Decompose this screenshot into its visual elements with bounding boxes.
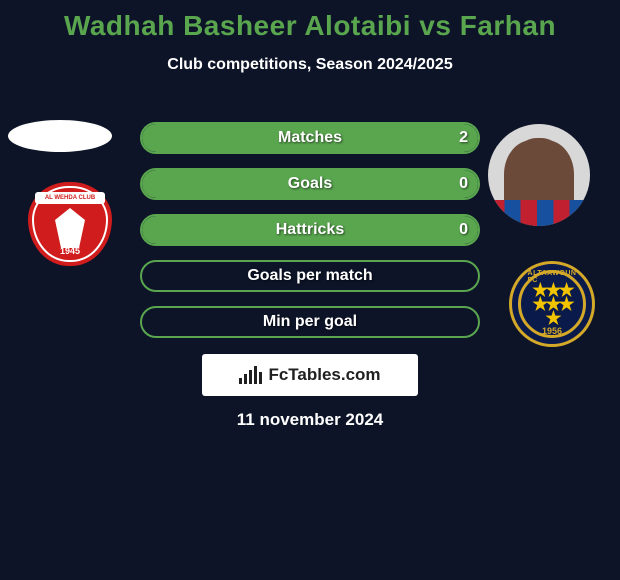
page-subtitle: Club competitions, Season 2024/2025 [0,56,620,74]
player-right-head [514,138,564,194]
stat-label: Matches [142,129,478,147]
club-left-badge: AL WEHDA CLUB 1945 [20,180,120,268]
brand-bar [254,366,257,384]
stat-label: Hattricks [142,221,478,239]
stat-label: Goals per match [142,267,478,285]
page-title: Wadhah Basheer Alotaibi vs Farhan [0,0,620,42]
bar-chart-icon [239,366,262,384]
stat-value-right: 2 [459,124,468,152]
stat-label: Goals [142,175,478,193]
club-left-name: AL WEHDA CLUB [35,192,105,204]
club-left-shield: AL WEHDA CLUB 1945 [28,182,112,266]
club-right-year: 1956 [542,326,562,336]
club-right-shield: ALTAAWOUN FC ★★★★★★★ 1956 [509,261,595,347]
stat-label: Min per goal [142,313,478,331]
stat-row: Min per goal [140,306,480,338]
club-left-year: 1945 [60,246,80,256]
stat-value-right: 0 [459,170,468,198]
brand-bar [249,370,252,384]
brand-text: FcTables.com [268,365,380,385]
player-right-shirt [488,200,590,226]
stat-row: Goals0 [140,168,480,200]
date-text: 11 november 2024 [0,410,620,430]
stats-list: Matches2Goals0Hattricks0Goals per matchM… [140,122,480,352]
brand-box: FcTables.com [202,354,418,396]
club-right-badge: ALTAAWOUN FC ★★★★★★★ 1956 [500,260,604,348]
club-right-name: ALTAAWOUN FC [528,270,577,284]
stat-row: Hattricks0 [140,214,480,246]
player-right-avatar [488,124,590,226]
stat-row: Matches2 [140,122,480,154]
brand-bar [259,372,262,384]
stat-value-right: 0 [459,216,468,244]
brand-bar [244,374,247,384]
player-left-avatar [8,120,112,152]
brand-bar [239,378,242,384]
stat-row: Goals per match [140,260,480,292]
